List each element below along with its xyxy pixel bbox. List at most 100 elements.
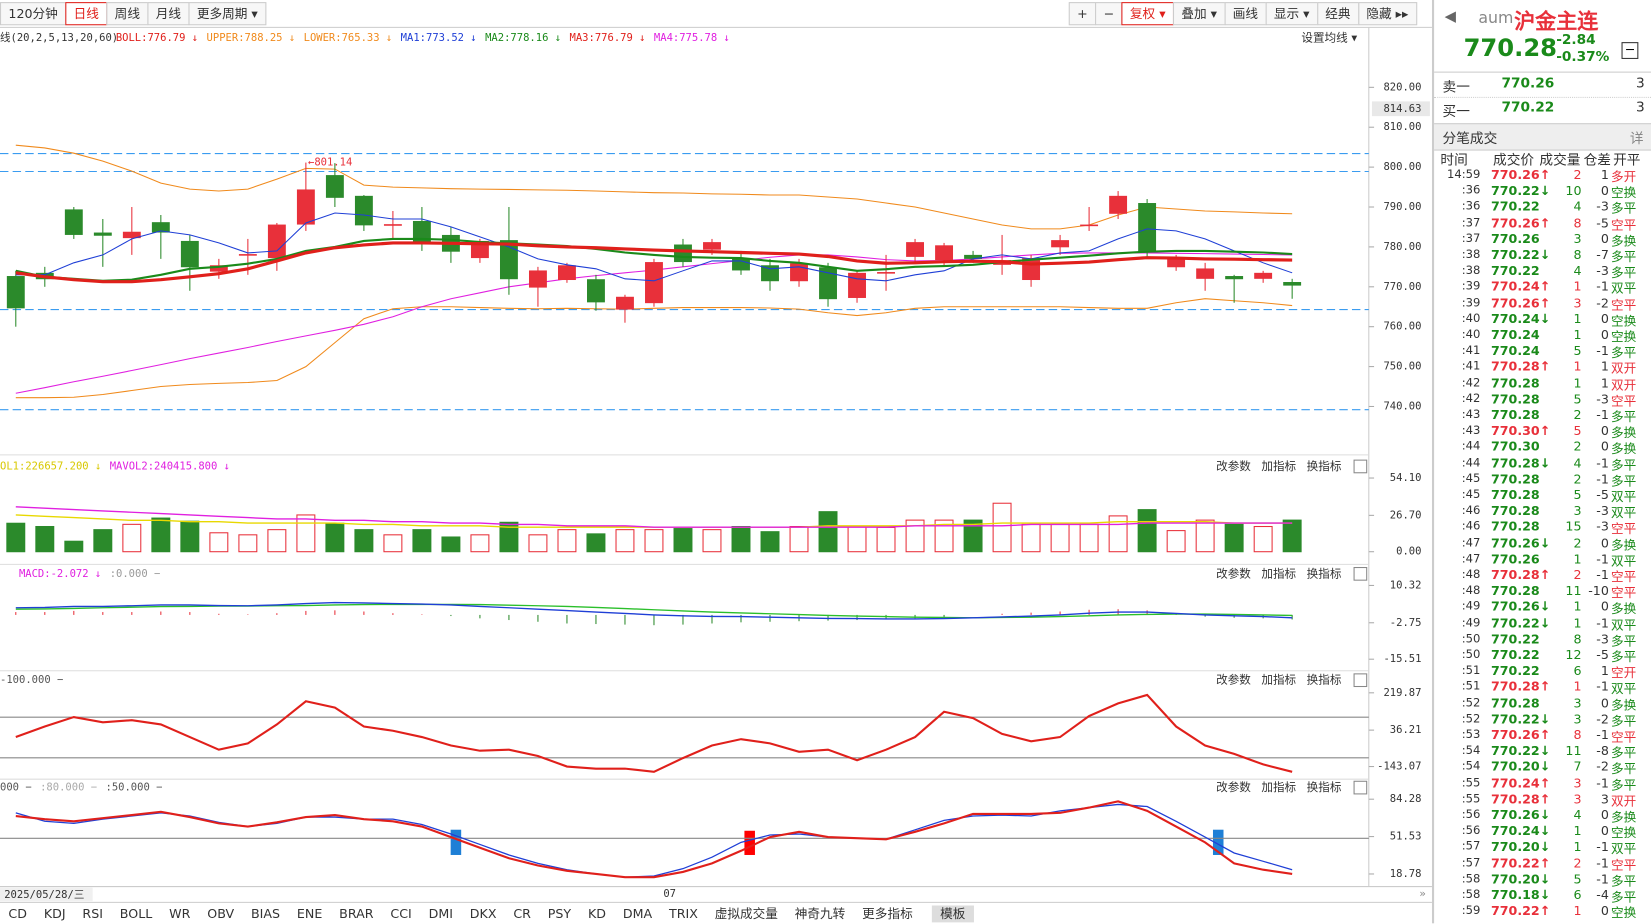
tool-bar: + − 复权 ▾ 叠加 ▾ 画线 显示 ▾ 经典 隐藏 ▸▸: [1068, 2, 1417, 26]
tool-button[interactable]: 复权 ▾: [1121, 2, 1174, 26]
indicator-tab[interactable]: ENE: [296, 906, 323, 922]
tool-button[interactable]: 叠加 ▾: [1172, 2, 1226, 26]
tick-time: :44: [1461, 439, 1481, 454]
period-button[interactable]: 120分钟: [0, 2, 67, 26]
tick-volume: 1: [1573, 823, 1582, 839]
panel-control[interactable]: 改参数: [1216, 673, 1251, 687]
candle-body: [790, 263, 808, 282]
tick-volume: 15: [1565, 519, 1582, 535]
panel-control[interactable]: 加指标: [1261, 780, 1296, 794]
tick-type: 空换: [1610, 329, 1637, 345]
tick-type: 多平: [1610, 713, 1637, 729]
panel-control[interactable]: 换指标: [1307, 566, 1342, 580]
tick-oi-diff: -10: [1588, 583, 1609, 599]
tick-oi-diff: -1: [1596, 407, 1609, 423]
tick-oi-diff: 0: [1600, 823, 1609, 839]
tick-volume: 4: [1573, 199, 1582, 215]
tick-time: :42: [1461, 391, 1481, 406]
panel-control[interactable]: 换指标: [1307, 780, 1342, 794]
tick-price: 770.26↓: [1490, 807, 1551, 823]
tick-volume: 2: [1573, 439, 1582, 455]
volume-bar: [122, 523, 142, 553]
indicator-tab[interactable]: BIAS: [250, 906, 281, 922]
close-button: [1353, 673, 1368, 688]
tick-price: 770.22: [1490, 631, 1540, 647]
tick-type: 多平: [1610, 457, 1637, 473]
tool-button[interactable]: 隐藏 ▸▸: [1357, 2, 1417, 26]
tick-volume: 4: [1573, 455, 1582, 471]
tick-price: 770.22↓: [1490, 711, 1551, 727]
indicator-tab[interactable]: KDJ: [43, 906, 66, 922]
tick-price: 770.26: [1490, 231, 1540, 247]
panel-control[interactable]: 加指标: [1261, 459, 1296, 473]
volume-bar: [151, 517, 171, 553]
indicator-tab[interactable]: PSY: [547, 906, 572, 922]
indicator-tab[interactable]: DMI: [428, 906, 453, 922]
period-button[interactable]: 更多周期 ▾: [188, 2, 267, 26]
panel-control[interactable]: 换指标: [1307, 459, 1342, 473]
collapse-button[interactable]: −: [1621, 42, 1639, 59]
indicator-tab[interactable]: OBV: [207, 906, 235, 922]
indicator-tab[interactable]: WR: [169, 906, 191, 922]
tick-time: :49: [1461, 615, 1481, 630]
tick-volume: 5: [1573, 343, 1582, 359]
tool-button[interactable]: −: [1095, 2, 1123, 26]
close-button: [1353, 780, 1368, 795]
tick-price: 770.28: [1490, 583, 1540, 599]
tick-type: 空平: [1610, 521, 1637, 537]
tick-oi-diff: 0: [1600, 439, 1609, 455]
period-button[interactable]: 日线: [65, 2, 108, 26]
panel-control[interactable]: 改参数: [1216, 780, 1251, 794]
indicator-tab[interactable]: KD: [587, 906, 607, 922]
indicator-tab[interactable]: 神奇九转: [794, 906, 846, 922]
indicator-tab[interactable]: 虚拟成交量: [714, 906, 778, 922]
indicator-tab[interactable]: BRAR: [339, 906, 374, 922]
indicator-tab[interactable]: CCI: [390, 906, 412, 922]
period-button[interactable]: 月线: [147, 2, 190, 26]
detail-button[interactable]: 详: [1629, 131, 1644, 148]
tool-button[interactable]: 画线: [1224, 2, 1267, 26]
legend-entry: UPPER:788.25 ↓: [207, 32, 296, 44]
indicator-tab[interactable]: BOLL: [119, 906, 153, 922]
back-arrow[interactable]: ◀: [1444, 8, 1456, 26]
indicator-tab[interactable]: CD: [8, 906, 27, 922]
y-tick-label: 740.00: [1383, 400, 1421, 412]
panel-control[interactable]: 换指标: [1307, 673, 1342, 687]
tool-button[interactable]: 显示 ▾: [1265, 2, 1318, 26]
tick-type: 空平: [1610, 569, 1637, 585]
tick-time: :37: [1461, 231, 1481, 246]
legend-entry: :80.000 −: [40, 782, 97, 794]
tick-volume: 3: [1573, 775, 1582, 791]
y-tick-label: 780.00: [1383, 241, 1421, 253]
indicator-tab[interactable]: 更多指标: [862, 906, 913, 922]
indicator-tab[interactable]: TRIX: [668, 906, 698, 922]
candle-body: [93, 232, 112, 236]
tick-oi-diff: 0: [1600, 807, 1609, 823]
tick-time: :44: [1461, 455, 1481, 470]
indicator-tab[interactable]: DKX: [469, 906, 497, 922]
tool-button[interactable]: 经典: [1316, 2, 1360, 26]
tick-volume: 4: [1573, 807, 1582, 823]
indicator-tab[interactable]: RSI: [82, 906, 103, 922]
tick-price: 770.20↓: [1490, 759, 1551, 775]
book-volume: 3: [1635, 100, 1645, 116]
volume-bar: [441, 536, 461, 553]
volume-bar: [731, 525, 751, 553]
panel-control[interactable]: 改参数: [1216, 566, 1251, 580]
tick-price: 770.22↑: [1490, 903, 1551, 919]
scroll-arrow[interactable]: »: [1419, 888, 1425, 900]
indicator-tab[interactable]: 模板: [931, 905, 974, 923]
volume-bar: [412, 529, 432, 553]
indicator-tab[interactable]: CR: [513, 906, 531, 922]
panel-control[interactable]: 加指标: [1261, 673, 1296, 687]
period-button[interactable]: 周线: [106, 2, 149, 26]
panel-control[interactable]: 加指标: [1261, 566, 1296, 580]
tick-oi-diff: -8: [1596, 743, 1609, 759]
indicator-tab[interactable]: DMA: [622, 906, 653, 922]
high-annotation: ←801.14: [308, 157, 352, 169]
tool-button[interactable]: +: [1068, 2, 1097, 26]
tick-price: 770.28↑: [1490, 567, 1551, 583]
panel-control[interactable]: 改参数: [1216, 459, 1251, 473]
y-tick-label: 770.00: [1383, 281, 1421, 293]
